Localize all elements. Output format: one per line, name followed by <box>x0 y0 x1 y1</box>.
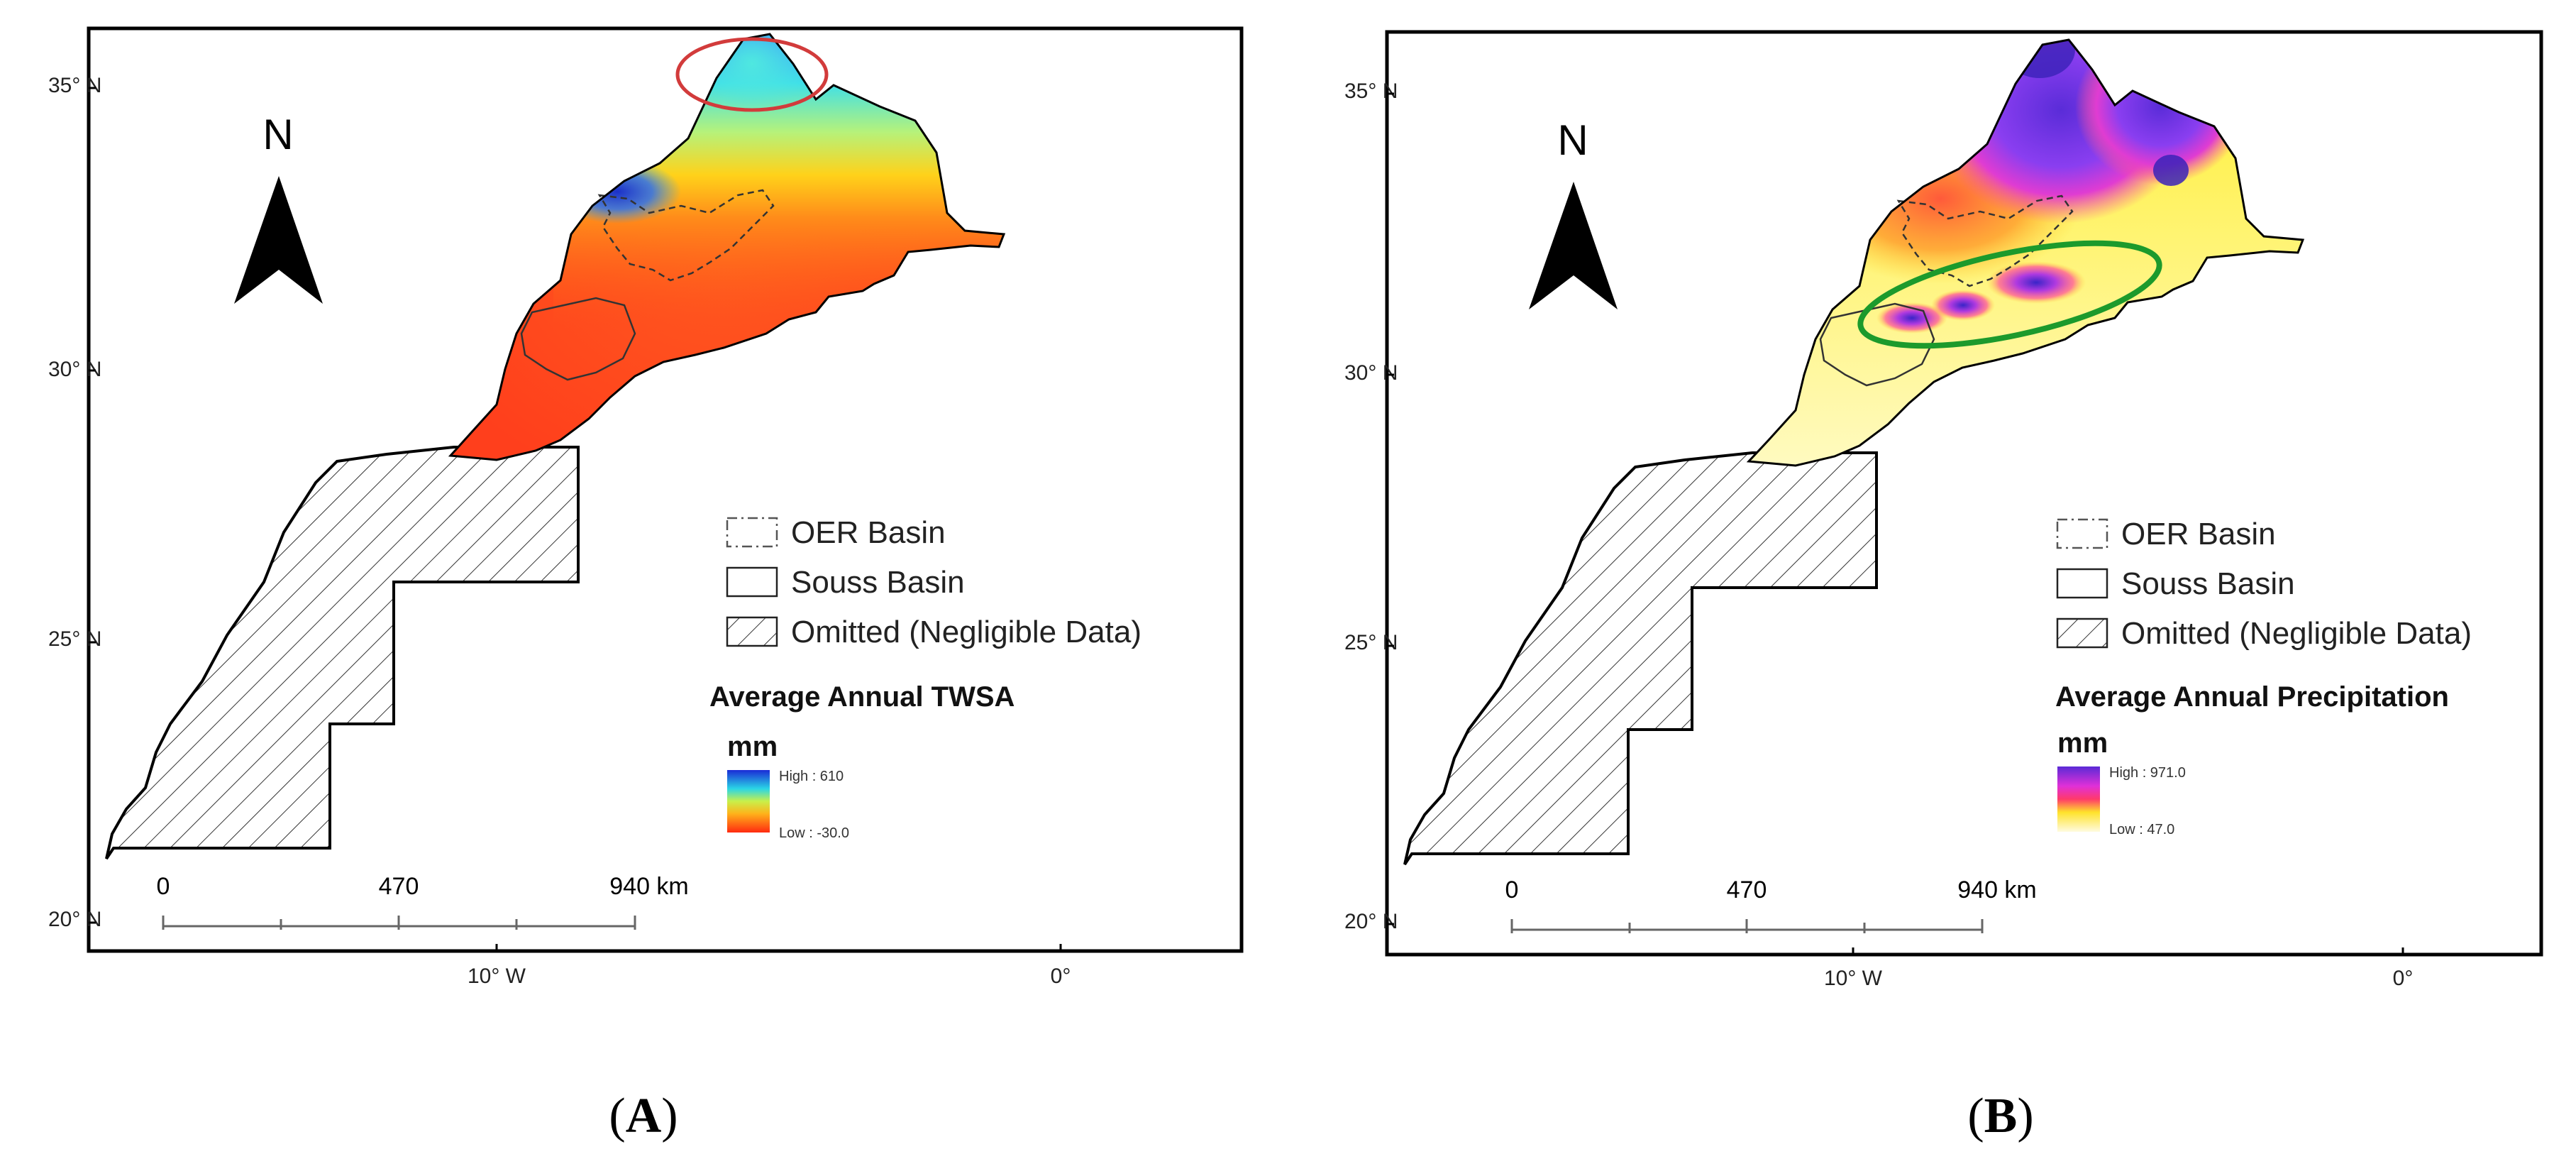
lon-labels-b: 10° W 0° <box>1824 947 2413 990</box>
lat-label: 35° N <box>48 74 101 97</box>
north-label-b: N <box>1557 116 1588 164</box>
scale-bar-b: 0 470 940 km <box>1505 877 2037 933</box>
map-b-svg: N 35° N 30° N 25° N 20° N 10° W 0° 0 470… <box>1344 30 2543 1143</box>
lat-label: 20° N <box>48 908 101 931</box>
lat-label: 30° N <box>1344 361 1398 385</box>
legend-b: OER Basin Souss Basin Omitted (Negligibl… <box>2055 517 2472 837</box>
oer-basin-outline-a <box>597 189 775 282</box>
souss-basin-outline-b <box>1819 302 1935 387</box>
lat-label: 35° N <box>1344 79 1398 103</box>
legend-oer-label: OER Basin <box>791 515 946 550</box>
oer-basin-outline-b <box>1896 194 2074 287</box>
legend-low-label: Low : -30.0 <box>779 825 849 841</box>
legend-high-label: High : 971.0 <box>2109 765 2186 781</box>
map-a-svg: N 35° N 30° N 25° N 20° N 10° W 0° 0 470… <box>48 26 1244 1143</box>
highlight-ellipse-b <box>1857 240 2162 349</box>
legend-unit: mm <box>727 731 778 762</box>
scale-tick-label: 940 km <box>1957 877 2037 903</box>
legend-souss-swatch <box>726 566 778 598</box>
legend-omitted-label: Omitted (Negligible Data) <box>2121 616 2472 651</box>
lat-label: 25° N <box>48 627 101 651</box>
legend-souss-swatch <box>2056 568 2108 599</box>
lon-label: 0° <box>2393 967 2414 990</box>
legend-color-ramp <box>727 770 770 832</box>
legend-oer-swatch <box>2056 518 2108 549</box>
morocco-outline-b <box>1746 38 2305 467</box>
panel-a-twsa-map: N 35° N 30° N 25° N 20° N 10° W 0° 0 470… <box>0 0 1288 1150</box>
legend-unit: mm <box>2057 727 2108 759</box>
scale-tick-label: 0 <box>157 873 170 900</box>
legend-color-ramp <box>2057 766 2100 832</box>
north-label-a: N <box>262 111 293 158</box>
highlight-ellipse-a <box>675 37 829 112</box>
scale-tick-label: 470 <box>1727 877 1767 903</box>
lat-labels-a: 35° N 30° N 25° N 20° N <box>48 74 101 931</box>
lon-label: 10° W <box>1824 967 1883 990</box>
lat-label: 20° N <box>1344 910 1398 933</box>
lon-label: 10° W <box>468 965 526 988</box>
north-arrow-a: N <box>234 111 323 304</box>
legend-a: OER Basin Souss Basin Omitted (Negligibl… <box>709 515 1141 841</box>
legend-omitted-swatch <box>2056 617 2108 649</box>
souss-basin-outline-a <box>520 297 636 381</box>
legend-low-label: Low : 47.0 <box>2109 822 2174 837</box>
legend-oer-swatch <box>726 517 778 548</box>
legend-title: Average Annual Precipitation <box>2055 681 2449 713</box>
legend-oer-label: OER Basin <box>2121 517 2276 551</box>
lon-label: 0° <box>1051 965 1071 988</box>
scale-tick-label: 0 <box>1505 877 1519 903</box>
caption-a: (A) <box>609 1089 678 1143</box>
omitted-region-a <box>105 446 580 860</box>
lat-label: 25° N <box>1344 631 1398 654</box>
morocco-outline-a <box>448 33 1006 461</box>
lat-labels-b: 35° N 30° N 25° N 20° N <box>1344 79 1398 933</box>
scale-tick-label: 470 <box>379 873 419 900</box>
legend-souss-label: Souss Basin <box>2121 566 2295 601</box>
omitted-region-b <box>1403 451 1878 866</box>
legend-title: Average Annual TWSA <box>709 681 1015 713</box>
north-arrow-b: N <box>1529 116 1618 309</box>
legend-souss-label: Souss Basin <box>791 565 965 600</box>
legend-high-label: High : 610 <box>779 769 844 784</box>
lon-labels-a: 10° W 0° <box>468 944 1071 988</box>
legend-omitted-label: Omitted (Negligible Data) <box>791 615 1141 649</box>
panel-b-precipitation-map: N 35° N 30° N 25° N 20° N 10° W 0° 0 470… <box>1288 0 2576 1150</box>
scale-tick-label: 940 km <box>609 873 689 900</box>
legend-omitted-swatch <box>726 616 778 647</box>
scale-bar-a: 0 470 940 km <box>157 873 689 930</box>
caption-b: (B) <box>1967 1089 2033 1143</box>
